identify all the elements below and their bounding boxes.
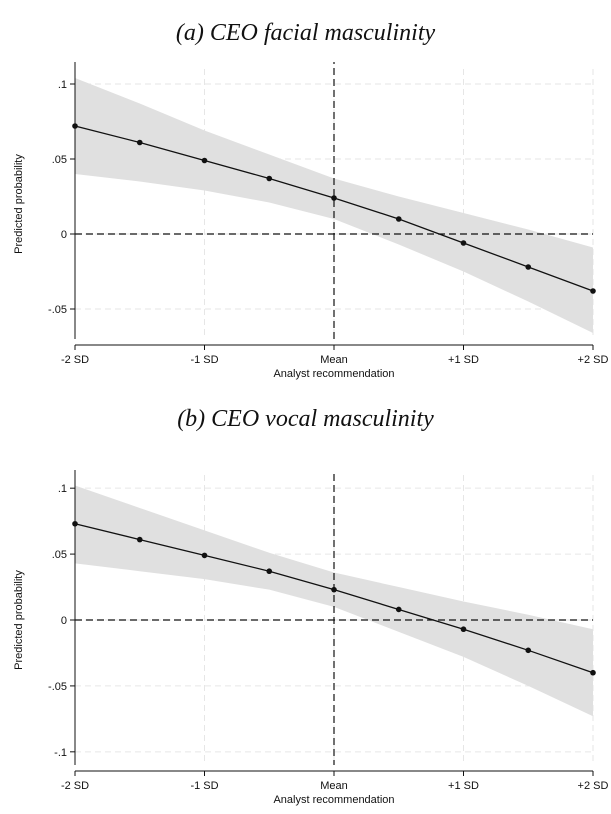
chart1-y-axis-title: Predicted probability [13, 570, 25, 670]
chart1-data-point [590, 669, 596, 676]
chart1-data-point [136, 536, 143, 543]
chart1-x-tick-label: +1 SD [448, 780, 479, 792]
chart0-y-tick-label: .1 [58, 79, 67, 91]
chart1-data-point [201, 552, 208, 559]
chart1-x-tick-label: +2 SD [578, 780, 609, 792]
chart1-x-tick-label: -1 SD [190, 780, 218, 792]
chart0-x-tick-label: -2 SD [61, 354, 89, 366]
chart1-data-point [266, 568, 273, 575]
chart1-x-axis-title: Analyst recommendation [273, 794, 394, 806]
chart0-x-tick-label: +2 SD [578, 354, 609, 366]
chart0-data-point [525, 264, 532, 270]
chart0-y-tick-label: -.05 [48, 304, 67, 316]
chart-panel-a: .1 .05 0 -.05 -2 SD -1 SD Mean +1 SD +2 SD Analys… [13, 62, 609, 380]
chart0-data-point [136, 139, 143, 146]
chart0-x-tick-label: +1 SD [448, 354, 479, 366]
chart1-data-point [460, 626, 467, 633]
chart1-y-tick-label: 0 [61, 615, 67, 627]
chart0-data-point [266, 175, 273, 182]
panel-b-title: (b) CEO vocal masculinity [177, 406, 434, 432]
chart0-data-point [460, 240, 467, 246]
chart1-x-tick-label: -2 SD [61, 780, 89, 792]
chart-panel-b: .1 .05 0 -.05 -.1 -2 SD -1 SD Mean +1 SD +2 SD Ana… [13, 470, 609, 806]
chart1-y-tick-label: .1 [58, 483, 67, 495]
chart0-data-point [590, 288, 596, 294]
panel-a-title: (a) CEO facial masculinity [175, 20, 436, 46]
chart0-y-axis-title: Predicted probability [13, 154, 25, 254]
chart1-y-tick-label: -.1 [54, 747, 67, 759]
chart0-y-tick-label: .05 [52, 154, 67, 166]
chart1-y-tick-label: -.05 [48, 681, 67, 693]
chart0-data-point [331, 195, 337, 201]
chart1-data-point [331, 586, 337, 593]
chart0-y-tick-label: 0 [61, 229, 67, 241]
chart0-x-tick-label: -1 SD [190, 354, 218, 366]
chart1-x-tick-label: Mean [320, 780, 348, 792]
chart0-x-axis-title: Analyst recommendation [273, 368, 394, 380]
chart0-data-point [395, 216, 402, 222]
chart0-data-point [201, 157, 208, 164]
chart1-data-point [395, 606, 402, 613]
chart1-data-point [525, 647, 532, 654]
chart0-x-tick-label: Mean [320, 354, 348, 366]
chart1-y-tick-label: .05 [52, 549, 67, 561]
